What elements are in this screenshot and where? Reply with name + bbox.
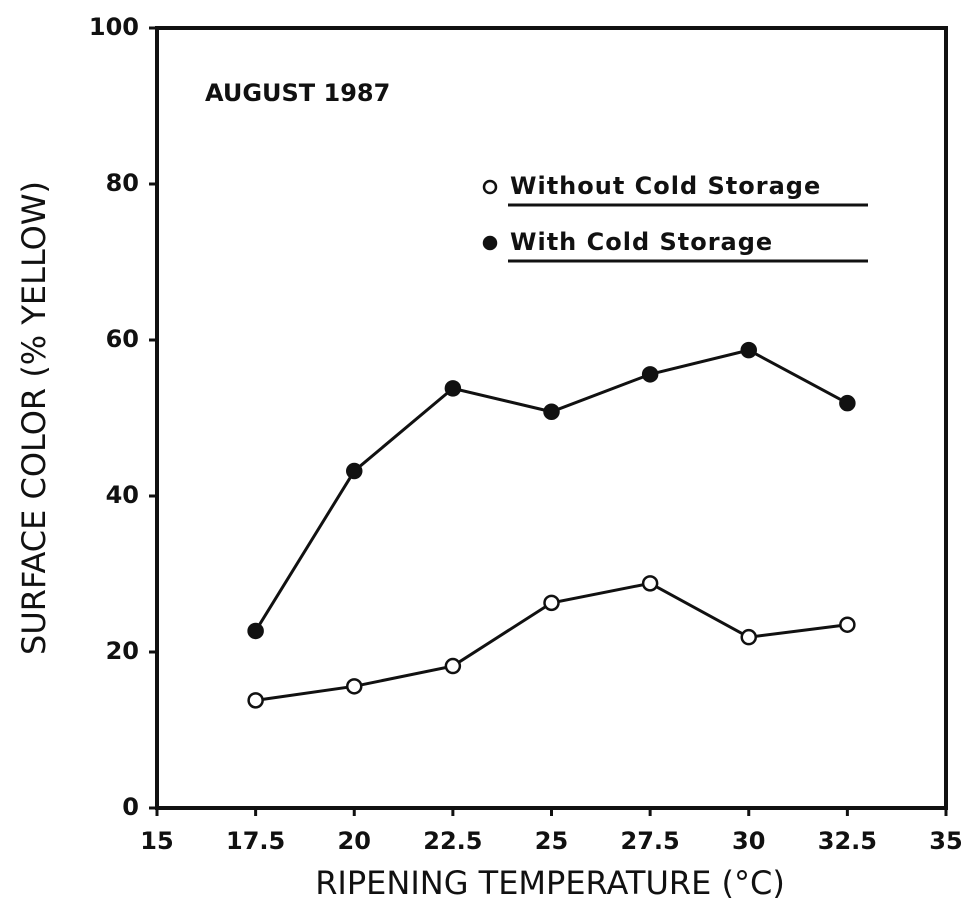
x-tick-label: 25 (535, 827, 568, 855)
legend-label: With Cold Storage (510, 228, 773, 256)
x-tick-label: 32.5 (818, 827, 877, 855)
point (444, 380, 462, 397)
x-tick-label: 27.5 (621, 827, 680, 855)
legend-label: Without Cold Storage (510, 172, 821, 200)
point (444, 657, 462, 675)
point (543, 403, 560, 421)
y-tick-label: 100 (89, 13, 139, 41)
point (839, 394, 856, 412)
y-tick-label: 0 (122, 793, 139, 821)
point (247, 622, 264, 640)
legend-marker (482, 235, 498, 251)
point (346, 678, 363, 695)
point (543, 594, 560, 612)
point (740, 628, 757, 646)
legend-marker (482, 179, 498, 195)
x-tick-label: 20 (338, 827, 371, 855)
x-tick-label: 35 (929, 827, 962, 855)
point (346, 462, 363, 480)
annotation: AUGUST 1987 (205, 79, 390, 107)
point (641, 366, 659, 383)
x-tick-label: 15 (140, 827, 173, 855)
x-axis-label: RIPENING TEMPERATURE (°C) (315, 864, 785, 902)
x-tick-label: 30 (732, 827, 765, 855)
x-tick-label: 22.5 (423, 827, 482, 855)
point (247, 692, 264, 709)
y-tick-label: 40 (106, 481, 139, 509)
point (641, 575, 659, 592)
y-axis-label: SURFACE COLOR (% YELLOW) (15, 181, 53, 655)
y-tick-label: 60 (106, 325, 139, 353)
point (740, 341, 757, 359)
y-tick-label: 20 (106, 637, 139, 665)
point (839, 616, 856, 633)
y-tick-label: 80 (106, 169, 139, 197)
x-tick-label: 17.5 (226, 827, 285, 855)
series-line (254, 348, 849, 632)
